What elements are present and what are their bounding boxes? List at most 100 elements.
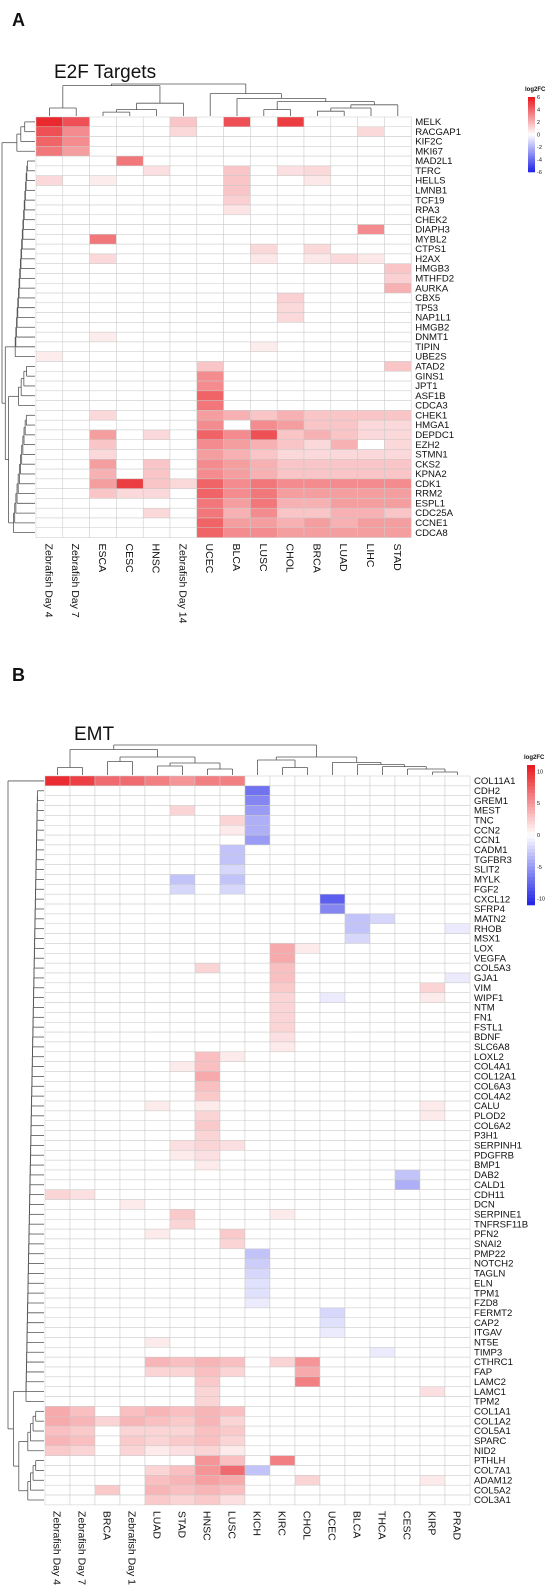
row-label: COL6A3 [474, 1081, 511, 1092]
legend-gradient-step [527, 779, 535, 783]
heatmap-cell [276, 322, 305, 333]
heatmap-cell [94, 982, 121, 993]
heatmap-cell [142, 204, 171, 216]
row-label: SLIT2 [474, 865, 500, 876]
heatmap-cell [419, 1376, 446, 1387]
column-label: Zebrafish Day 7 [69, 544, 81, 618]
heatmap-cell [62, 459, 90, 470]
heatmap-cell [44, 1406, 71, 1417]
heatmap-cell [269, 1169, 296, 1181]
heatmap-cell [330, 136, 358, 147]
heatmap-cell [69, 1258, 96, 1269]
legend-gradient-step [527, 824, 535, 829]
heatmap-cell [394, 815, 421, 826]
heatmap-cell [369, 1100, 396, 1112]
heatmap-cell [276, 224, 305, 235]
legend-gradient-step [527, 835, 535, 839]
heatmap-cell [369, 1031, 396, 1043]
heatmap-cell [419, 1169, 446, 1181]
heatmap-cell [369, 1228, 396, 1240]
heatmap-cell [94, 893, 121, 905]
heatmap-cell [219, 815, 246, 826]
heatmap-cell [394, 1209, 421, 1220]
heatmap-cell [344, 1051, 371, 1062]
heatmap-cell [35, 429, 64, 440]
heatmap-cell [269, 1287, 296, 1299]
heatmap-cell [119, 1051, 146, 1062]
heatmap-cell [269, 1425, 296, 1437]
heatmap-cell [223, 263, 251, 274]
heatmap-cell [69, 1199, 96, 1210]
heatmap-cell [44, 854, 71, 865]
row-label: MELK [415, 117, 442, 128]
legend-gradient-step [528, 164, 535, 167]
heatmap-cell [69, 1297, 96, 1309]
heatmap-cell [94, 874, 121, 885]
heatmap-cell [244, 785, 271, 796]
heatmap-cell [89, 146, 117, 157]
heatmap-cell [44, 1012, 71, 1023]
heatmap-cell [89, 322, 117, 333]
heatmap-cell [119, 1041, 146, 1053]
heatmap-cell [357, 351, 385, 362]
row-label: COL4A2 [474, 1091, 511, 1102]
heatmap-cell [244, 1012, 271, 1023]
row-label: COL6A2 [474, 1121, 511, 1132]
heatmap-cell [119, 1317, 146, 1328]
row-label: VIM [474, 983, 491, 994]
heatmap-cell [269, 854, 296, 865]
heatmap-cell [444, 775, 471, 787]
heatmap-cell [294, 1022, 321, 1033]
heatmap-cell [384, 234, 412, 245]
heatmap-cell [196, 243, 224, 255]
heatmap-cell [344, 805, 371, 816]
heatmap-cell [369, 1307, 396, 1319]
heatmap-cell [244, 1110, 271, 1122]
row-label: COL12A1 [474, 1072, 516, 1083]
heatmap-cell [94, 992, 121, 1003]
heatmap-cell [303, 136, 332, 147]
heatmap-cell [394, 1475, 421, 1486]
heatmap-cell [244, 775, 271, 787]
heatmap-cell [444, 874, 471, 885]
heatmap-cell [384, 478, 412, 489]
heatmap-cell [294, 1494, 321, 1506]
heatmap-cell [344, 864, 371, 875]
row-label: ITGAV [474, 1328, 503, 1339]
heatmap-cell [384, 331, 412, 343]
row-label: CCN2 [474, 825, 500, 836]
heatmap-cell [444, 953, 471, 964]
heatmap-cell [276, 214, 305, 225]
heatmap-cell [303, 390, 332, 401]
heatmap-cell [269, 1081, 296, 1092]
heatmap-cell [319, 1425, 346, 1437]
legend-gradient-step [527, 894, 535, 899]
heatmap-cell [384, 419, 412, 431]
heatmap-cell [89, 380, 117, 392]
heatmap-cell [269, 982, 296, 993]
heatmap-cell [69, 1179, 96, 1190]
heatmap-cell [330, 361, 358, 372]
heatmap-cell [444, 1366, 471, 1378]
heatmap-cell [294, 1179, 321, 1190]
heatmap-cell [269, 933, 296, 944]
heatmap-cell [69, 884, 96, 895]
heatmap-cell [69, 982, 96, 993]
legend-gradient-step [528, 132, 535, 135]
heatmap-cell [219, 1425, 246, 1437]
row-label: TNFRSF11B [474, 1219, 528, 1230]
heatmap-cell [319, 1356, 346, 1368]
heatmap-cell [116, 234, 144, 245]
heatmap-cell [319, 1071, 346, 1082]
heatmap-cell [194, 1445, 221, 1456]
heatmap-cell [444, 1219, 471, 1230]
heatmap-cell [144, 1051, 171, 1062]
heatmap-cell [219, 805, 246, 816]
heatmap-cell [142, 136, 171, 147]
heatmap-cell [244, 1366, 271, 1378]
heatmap-cell [44, 972, 71, 984]
heatmap-cell [142, 410, 171, 421]
heatmap-cell [196, 527, 224, 538]
column-label: CHOL [301, 1511, 313, 1540]
row-label: COL3A1 [474, 1495, 511, 1506]
